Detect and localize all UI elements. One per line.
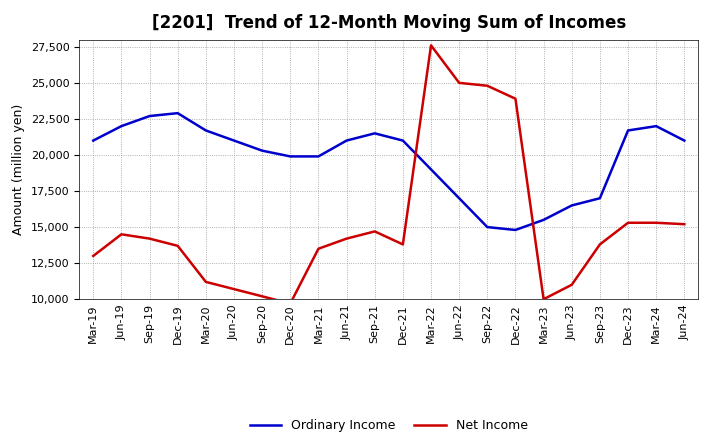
Net Income — [314, 246, 323, 251]
Ordinary Income — [117, 124, 126, 129]
Ordinary Income — [652, 124, 660, 129]
Ordinary Income — [370, 131, 379, 136]
Net Income — [652, 220, 660, 225]
Net Income — [455, 80, 464, 85]
Ordinary Income — [314, 154, 323, 159]
Net Income — [117, 231, 126, 237]
Net Income — [680, 222, 688, 227]
Net Income — [624, 220, 632, 225]
Net Income — [230, 286, 238, 292]
Ordinary Income — [595, 196, 604, 201]
Ordinary Income — [230, 138, 238, 143]
Ordinary Income — [258, 148, 266, 153]
Net Income — [145, 236, 154, 241]
Ordinary Income — [89, 138, 98, 143]
Ordinary Income — [286, 154, 294, 159]
Ordinary Income — [539, 217, 548, 223]
Net Income — [258, 293, 266, 299]
Ordinary Income — [427, 167, 436, 172]
Line: Ordinary Income: Ordinary Income — [94, 113, 684, 230]
Ordinary Income — [567, 203, 576, 208]
Net Income — [595, 242, 604, 247]
Net Income — [399, 242, 408, 247]
Ordinary Income — [680, 138, 688, 143]
Legend: Ordinary Income, Net Income: Ordinary Income, Net Income — [245, 414, 533, 437]
Ordinary Income — [511, 227, 520, 233]
Net Income — [427, 43, 436, 48]
Ordinary Income — [455, 196, 464, 201]
Ordinary Income — [174, 110, 182, 116]
Line: Net Income: Net Income — [94, 45, 684, 304]
Net Income — [539, 297, 548, 302]
Net Income — [511, 96, 520, 101]
Net Income — [89, 253, 98, 259]
Y-axis label: Amount (million yen): Amount (million yen) — [12, 104, 25, 235]
Net Income — [370, 229, 379, 234]
Title: [2201]  Trend of 12-Month Moving Sum of Incomes: [2201] Trend of 12-Month Moving Sum of I… — [152, 15, 626, 33]
Net Income — [342, 236, 351, 241]
Ordinary Income — [483, 224, 492, 230]
Net Income — [174, 243, 182, 249]
Ordinary Income — [399, 138, 408, 143]
Ordinary Income — [342, 138, 351, 143]
Ordinary Income — [624, 128, 632, 133]
Net Income — [567, 282, 576, 287]
Ordinary Income — [145, 114, 154, 119]
Net Income — [483, 83, 492, 88]
Net Income — [286, 301, 294, 306]
Ordinary Income — [202, 128, 210, 133]
Net Income — [202, 279, 210, 285]
